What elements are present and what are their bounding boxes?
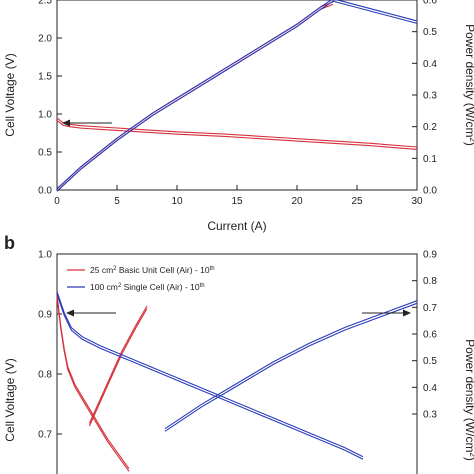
x-tick-label: 20	[291, 196, 303, 207]
legend-entry-blue: 100 cm2 Single Cell (Air) - 10th	[90, 282, 205, 292]
legend-entry-red: 25 cm2 Basic Unit Cell (Air) - 10th	[90, 265, 215, 275]
x-tick-label: 10	[171, 196, 183, 207]
y-tick-label: 0.5	[38, 148, 52, 159]
series-line-b-3	[164, 300, 418, 430]
series-line-b-3	[164, 302, 418, 432]
x-tick-label: 0	[54, 196, 60, 207]
y2-tick-label: 0.1	[423, 154, 437, 165]
series-line-b-0	[56, 297, 130, 472]
y-tick-label: 1.0	[38, 250, 52, 261]
arrow-left-b	[66, 309, 116, 317]
y-tick-label: 0.9	[38, 310, 52, 321]
y2-tick-label: 0.4	[423, 383, 437, 394]
x-ticks-a: 0 5 10 15 20 25 30	[54, 185, 423, 207]
y2-tick-label: 0.7	[423, 303, 437, 314]
y-ticks-a: 0.0 0.5 1.0 1.5 2.0 2.5	[38, 0, 62, 197]
y2-tick-label: 0.6	[423, 0, 437, 7]
y-tick-label: 0.7	[38, 430, 52, 441]
y-tick-label: 1.5	[38, 72, 52, 83]
x-tick-label: 30	[411, 196, 423, 207]
y2-tick-label: 0.3	[423, 91, 437, 102]
series-group-a	[56, 0, 418, 192]
x-tick-label: 5	[114, 196, 120, 207]
plot-frame-a	[56, 0, 418, 191]
series-line-b-2	[56, 291, 364, 458]
y-axis-title-b: Cell Voltage (V)	[3, 358, 17, 441]
series-group-b	[56, 291, 418, 472]
x-tick-label: 15	[231, 196, 243, 207]
series-line-a-2	[56, 0, 418, 192]
y2-tick-label: 0.9	[423, 250, 437, 261]
y2-tick-label: 0.3	[423, 410, 437, 421]
y2-tick-label: 0.2	[423, 122, 437, 133]
series-line-a-1	[56, 3, 334, 192]
y2-ticks-b: 0.3 0.4 0.5 0.6 0.7 0.8 0.9	[412, 250, 437, 421]
y-tick-label: 0.8	[38, 370, 52, 381]
panel-b: b 0.7 0.8 0.9 1.0 0.3 0.4 0.5 0.6 0.7 0.8 0.9 25 …	[3, 233, 474, 474]
y2-tick-label: 0.4	[423, 59, 437, 70]
panel-a: 0 5 10 15 20 25 30 0.00.51.01.52.02.5 0.00.10.…	[3, 0, 474, 233]
series-line-a-0	[56, 120, 418, 150]
legend-b: 25 cm2 Basic Unit Cell (Air) - 10th 100 …	[67, 265, 215, 292]
y-ticks-b: 0.7 0.8 0.9 1.0	[38, 250, 62, 441]
y2-ticks-a: 0.0 0.1 0.2 0.3 0.4 0.5 0.6	[412, 0, 437, 197]
series-line-b-1	[88, 308, 148, 427]
y-tick-label: 0.0	[38, 186, 52, 197]
y2-tick-label: 0.6	[423, 330, 437, 341]
series-line-b-1	[88, 305, 148, 424]
y2-axis-title-b: Power density (W/cm2)	[463, 339, 474, 461]
y2-tick-label: 0.8	[423, 276, 437, 287]
arrow-left-a	[62, 119, 112, 127]
y2-axis-title-a: Power density (W/cm2)	[463, 24, 474, 146]
arrow-right-b	[362, 309, 411, 317]
x-axis-title-a: Current (A)	[207, 219, 266, 233]
y-axis-title-a: Cell Voltage (V)	[3, 53, 17, 136]
y-tick-label: 1.0	[38, 110, 52, 121]
y2-tick-label: 0.5	[423, 356, 437, 367]
x-tick-label: 25	[351, 196, 363, 207]
y-tick-label: 2.5	[38, 0, 52, 7]
y2-tick-label: 0.5	[423, 27, 437, 38]
series-line-b-2	[56, 294, 364, 460]
y-tick-label: 2.0	[38, 34, 52, 45]
panel-label-b: b	[4, 233, 15, 253]
series-line-a-2	[56, 0, 418, 190]
y2-tick-label: 0.0	[423, 186, 437, 197]
